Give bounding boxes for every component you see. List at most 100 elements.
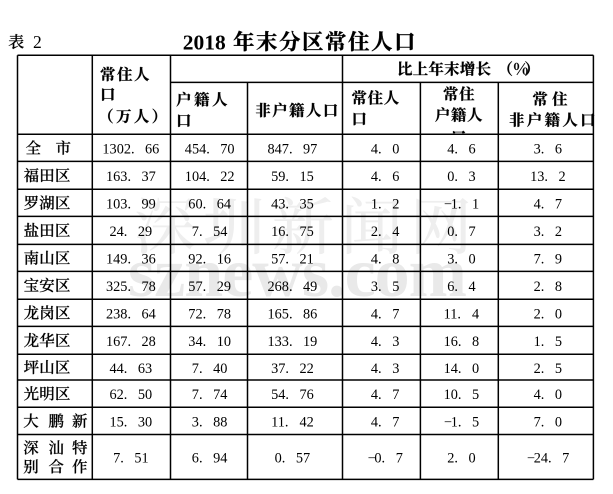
svg-text:0.: 0. bbox=[447, 224, 458, 240]
svg-text:86: 86 bbox=[303, 306, 317, 322]
svg-text:149.: 149. bbox=[106, 252, 131, 268]
svg-text:3: 3 bbox=[392, 361, 399, 377]
svg-text:4: 4 bbox=[392, 224, 399, 240]
svg-text:29: 29 bbox=[217, 279, 231, 295]
svg-text:3: 3 bbox=[469, 169, 476, 185]
svg-text:5: 5 bbox=[472, 387, 479, 403]
svg-text:167.: 167. bbox=[106, 334, 131, 350]
svg-text:4.: 4. bbox=[534, 387, 545, 403]
svg-text:37: 37 bbox=[142, 169, 156, 185]
svg-text:−: − bbox=[444, 197, 452, 213]
svg-text:3.: 3. bbox=[371, 279, 382, 295]
svg-text:4.: 4. bbox=[371, 361, 382, 377]
svg-text:7: 7 bbox=[392, 415, 399, 431]
svg-text:14.: 14. bbox=[444, 361, 462, 377]
svg-text:92.: 92. bbox=[188, 252, 206, 268]
svg-text:454.: 454. bbox=[185, 142, 210, 158]
svg-text:64: 64 bbox=[217, 197, 231, 213]
svg-text:325.: 325. bbox=[106, 279, 131, 295]
svg-text:0: 0 bbox=[555, 387, 562, 403]
svg-text:2.: 2. bbox=[534, 361, 545, 377]
svg-text:5: 5 bbox=[472, 415, 479, 431]
svg-text:50: 50 bbox=[138, 387, 152, 403]
svg-text:7: 7 bbox=[555, 197, 562, 213]
svg-text:78: 78 bbox=[142, 279, 156, 295]
svg-text:6.: 6. bbox=[192, 451, 203, 467]
svg-text:57.: 57. bbox=[188, 279, 206, 295]
svg-text:2018: 2018 bbox=[183, 30, 226, 54]
svg-text:2.: 2. bbox=[447, 451, 458, 467]
svg-text:62.: 62. bbox=[110, 387, 128, 403]
svg-text:13.: 13. bbox=[530, 169, 548, 185]
svg-text:0: 0 bbox=[555, 415, 562, 431]
svg-text:847.: 847. bbox=[268, 142, 293, 158]
svg-text:7.: 7. bbox=[192, 224, 203, 240]
svg-text:1.: 1. bbox=[451, 197, 462, 213]
svg-text:sznews.com: sznews.com bbox=[128, 235, 467, 312]
svg-text:57.: 57. bbox=[271, 252, 289, 268]
svg-text:36: 36 bbox=[142, 252, 156, 268]
svg-text:0.: 0. bbox=[275, 451, 286, 467]
svg-text:2: 2 bbox=[555, 224, 562, 240]
svg-text:99: 99 bbox=[142, 197, 156, 213]
svg-text:4.: 4. bbox=[371, 334, 382, 350]
svg-text:34.: 34. bbox=[188, 334, 206, 350]
svg-text:4.: 4. bbox=[371, 142, 382, 158]
svg-text:7.: 7. bbox=[534, 415, 545, 431]
svg-text:0: 0 bbox=[469, 451, 476, 467]
svg-text:78: 78 bbox=[217, 306, 231, 322]
svg-text:7.: 7. bbox=[113, 451, 124, 467]
svg-text:0: 0 bbox=[392, 142, 399, 158]
svg-text:15.: 15. bbox=[110, 415, 128, 431]
svg-text:24.: 24. bbox=[534, 451, 552, 467]
svg-text:54.: 54. bbox=[271, 387, 289, 403]
svg-text:1.: 1. bbox=[371, 197, 382, 213]
svg-text:35: 35 bbox=[300, 197, 314, 213]
svg-text:30: 30 bbox=[138, 415, 152, 431]
svg-text:2.: 2. bbox=[534, 306, 545, 322]
svg-text:21: 21 bbox=[300, 252, 314, 268]
svg-text:7.: 7. bbox=[534, 252, 545, 268]
svg-text:3.: 3. bbox=[534, 142, 545, 158]
svg-text:8: 8 bbox=[392, 252, 399, 268]
svg-text:5: 5 bbox=[392, 279, 399, 295]
svg-text:42: 42 bbox=[300, 415, 314, 431]
svg-text:10.: 10. bbox=[444, 387, 462, 403]
svg-text:0.: 0. bbox=[374, 451, 385, 467]
svg-text:72.: 72. bbox=[188, 306, 206, 322]
svg-text:5: 5 bbox=[555, 361, 562, 377]
svg-text:11.: 11. bbox=[271, 415, 288, 431]
svg-text:163.: 163. bbox=[106, 169, 131, 185]
svg-text:4.: 4. bbox=[534, 197, 545, 213]
svg-text:3: 3 bbox=[392, 334, 399, 350]
svg-text:37.: 37. bbox=[271, 361, 289, 377]
svg-text:7: 7 bbox=[396, 451, 403, 467]
svg-text:16.: 16. bbox=[271, 224, 289, 240]
svg-text:9: 9 bbox=[555, 252, 562, 268]
svg-text:75: 75 bbox=[300, 224, 314, 240]
svg-text:10: 10 bbox=[217, 334, 231, 350]
svg-text:268.: 268. bbox=[268, 279, 293, 295]
svg-text:60.: 60. bbox=[188, 197, 206, 213]
svg-text:7: 7 bbox=[392, 306, 399, 322]
svg-text:4.: 4. bbox=[371, 306, 382, 322]
svg-text:63: 63 bbox=[138, 361, 152, 377]
svg-text:3.: 3. bbox=[447, 252, 458, 268]
svg-text:11.: 11. bbox=[444, 306, 461, 322]
svg-text:3.: 3. bbox=[192, 415, 203, 431]
svg-text:43.: 43. bbox=[271, 197, 289, 213]
svg-text:4.: 4. bbox=[447, 142, 458, 158]
svg-text:22: 22 bbox=[300, 361, 314, 377]
svg-text:4: 4 bbox=[472, 306, 479, 322]
svg-text:7: 7 bbox=[392, 387, 399, 403]
svg-text:88: 88 bbox=[213, 415, 227, 431]
svg-text:44.: 44. bbox=[110, 361, 128, 377]
svg-text:1.: 1. bbox=[451, 415, 462, 431]
svg-text:16: 16 bbox=[217, 252, 231, 268]
svg-text:7: 7 bbox=[469, 224, 476, 240]
svg-text:1: 1 bbox=[472, 197, 479, 213]
svg-text:2.: 2. bbox=[371, 224, 382, 240]
svg-text:6: 6 bbox=[555, 142, 562, 158]
svg-text:59.: 59. bbox=[271, 169, 289, 185]
svg-text:−: − bbox=[527, 451, 535, 467]
